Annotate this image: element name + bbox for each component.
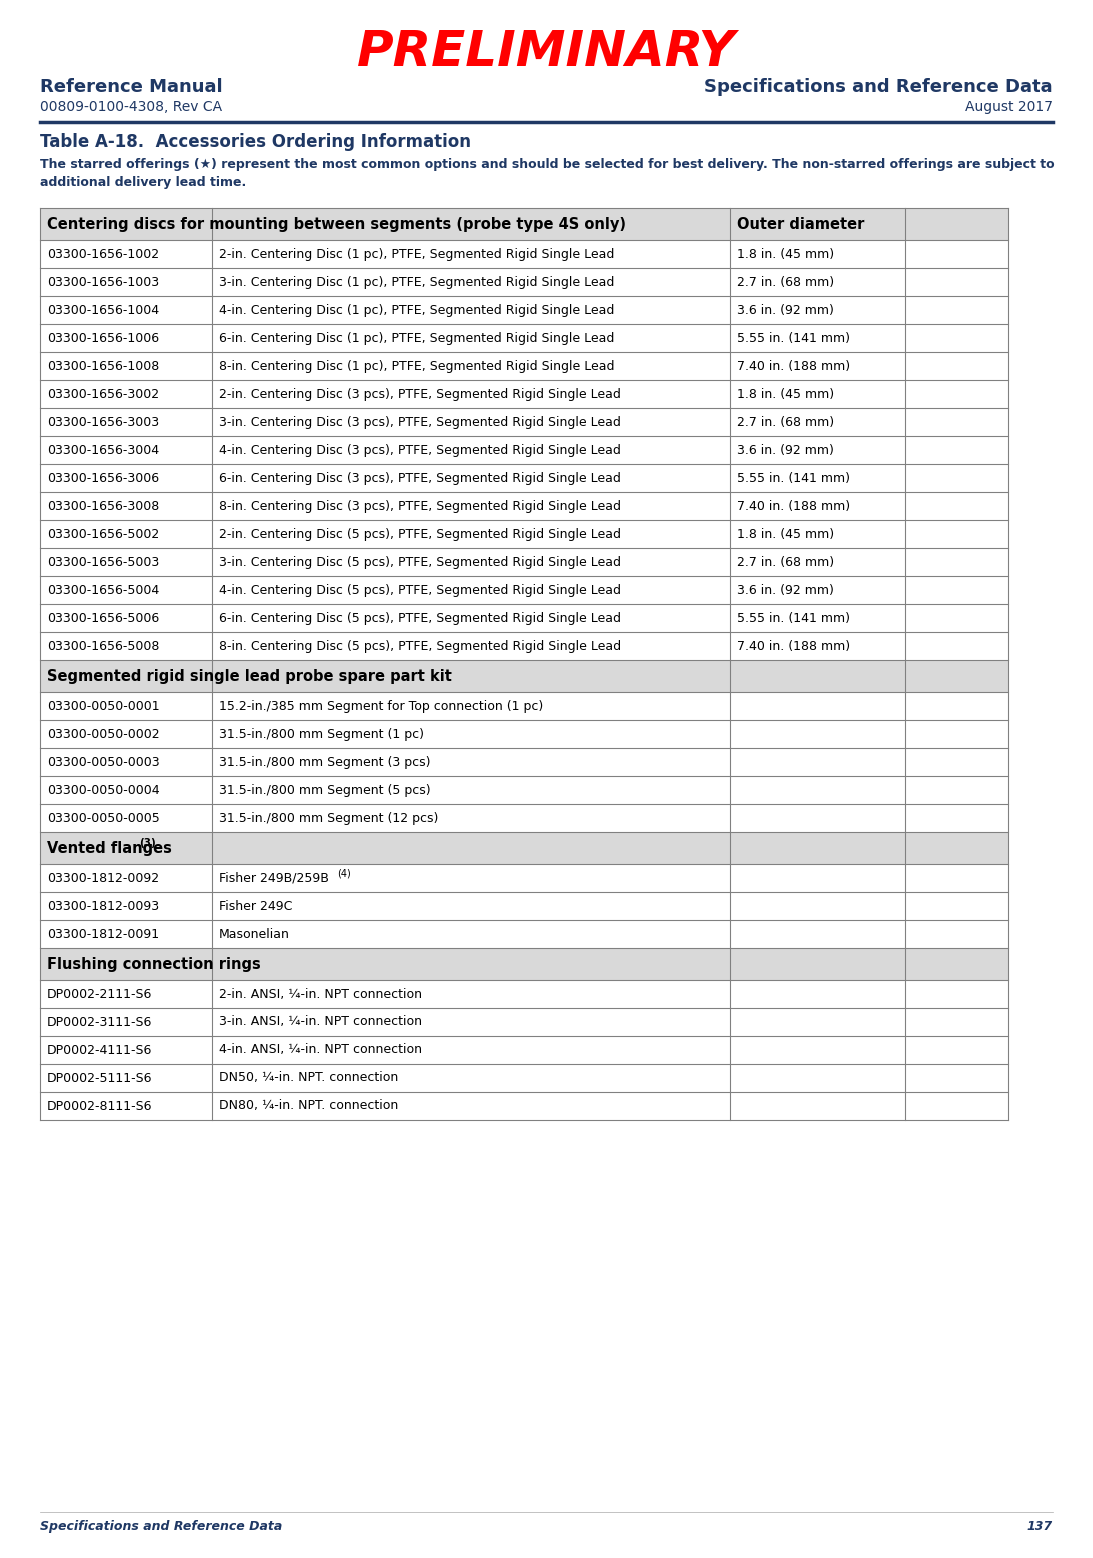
Text: Flushing connection rings: Flushing connection rings bbox=[47, 957, 261, 972]
Text: DN50, ¼-in. NPT. connection: DN50, ¼-in. NPT. connection bbox=[219, 1072, 398, 1084]
Text: August 2017: August 2017 bbox=[965, 100, 1053, 114]
Text: 3.6 in. (92 mm): 3.6 in. (92 mm) bbox=[737, 304, 834, 316]
Text: 03300-1656-3003: 03300-1656-3003 bbox=[47, 416, 160, 428]
Bar bbox=[40, 832, 1008, 865]
Bar bbox=[40, 947, 1008, 980]
Text: 8-in. Centering Disc (3 pcs), PTFE, Segmented Rigid Single Lead: 8-in. Centering Disc (3 pcs), PTFE, Segm… bbox=[219, 500, 621, 513]
Text: Outer diameter: Outer diameter bbox=[737, 217, 865, 232]
Text: 03300-1656-1003: 03300-1656-1003 bbox=[47, 276, 160, 288]
Text: 4-in. Centering Disc (1 pc), PTFE, Segmented Rigid Single Lead: 4-in. Centering Disc (1 pc), PTFE, Segme… bbox=[219, 304, 614, 316]
Text: 03300-0050-0004: 03300-0050-0004 bbox=[47, 784, 160, 796]
Text: The starred offerings (★) represent the most common options and should be select: The starred offerings (★) represent the … bbox=[40, 157, 1055, 189]
Text: 03300-0050-0001: 03300-0050-0001 bbox=[47, 700, 160, 712]
Text: 03300-1812-0092: 03300-1812-0092 bbox=[47, 871, 160, 885]
Text: DP0002-3111-S6: DP0002-3111-S6 bbox=[47, 1016, 152, 1028]
Text: 03300-1656-5003: 03300-1656-5003 bbox=[47, 556, 160, 569]
Text: 3-in. Centering Disc (1 pc), PTFE, Segmented Rigid Single Lead: 3-in. Centering Disc (1 pc), PTFE, Segme… bbox=[219, 276, 614, 288]
Text: Vented flanges: Vented flanges bbox=[47, 840, 172, 855]
Text: Table A-18.  Accessories Ordering Information: Table A-18. Accessories Ordering Informa… bbox=[40, 132, 471, 151]
Text: 03300-1656-5006: 03300-1656-5006 bbox=[47, 611, 160, 625]
Text: DP0002-4111-S6: DP0002-4111-S6 bbox=[47, 1044, 152, 1056]
Text: 3-in. Centering Disc (3 pcs), PTFE, Segmented Rigid Single Lead: 3-in. Centering Disc (3 pcs), PTFE, Segm… bbox=[219, 416, 621, 428]
Text: 00809-0100-4308, Rev CA: 00809-0100-4308, Rev CA bbox=[40, 100, 222, 114]
Text: 2.7 in. (68 mm): 2.7 in. (68 mm) bbox=[737, 556, 834, 569]
Text: 1.8 in. (45 mm): 1.8 in. (45 mm) bbox=[737, 248, 834, 260]
Text: Centering discs for mounting between segments (probe type 4S only): Centering discs for mounting between seg… bbox=[47, 217, 626, 232]
Text: 2-in. Centering Disc (1 pc), PTFE, Segmented Rigid Single Lead: 2-in. Centering Disc (1 pc), PTFE, Segme… bbox=[219, 248, 614, 260]
Bar bbox=[40, 209, 1008, 240]
Text: (4): (4) bbox=[337, 868, 351, 879]
Text: 8-in. Centering Disc (1 pc), PTFE, Segmented Rigid Single Lead: 8-in. Centering Disc (1 pc), PTFE, Segme… bbox=[219, 360, 614, 372]
Text: 5.55 in. (141 mm): 5.55 in. (141 mm) bbox=[737, 472, 850, 485]
Text: Reference Manual: Reference Manual bbox=[40, 78, 223, 97]
Text: 03300-1656-3006: 03300-1656-3006 bbox=[47, 472, 160, 485]
Text: 6-in. Centering Disc (5 pcs), PTFE, Segmented Rigid Single Lead: 6-in. Centering Disc (5 pcs), PTFE, Segm… bbox=[219, 611, 621, 625]
Text: Segmented rigid single lead probe spare part kit: Segmented rigid single lead probe spare … bbox=[47, 668, 451, 684]
Text: 2.7 in. (68 mm): 2.7 in. (68 mm) bbox=[737, 276, 834, 288]
Text: 03300-1656-3002: 03300-1656-3002 bbox=[47, 388, 160, 400]
Text: 4-in. Centering Disc (3 pcs), PTFE, Segmented Rigid Single Lead: 4-in. Centering Disc (3 pcs), PTFE, Segm… bbox=[219, 444, 621, 456]
Text: 8-in. Centering Disc (5 pcs), PTFE, Segmented Rigid Single Lead: 8-in. Centering Disc (5 pcs), PTFE, Segm… bbox=[219, 639, 621, 653]
Text: DP0002-8111-S6: DP0002-8111-S6 bbox=[47, 1100, 153, 1112]
Text: 6-in. Centering Disc (1 pc), PTFE, Segmented Rigid Single Lead: 6-in. Centering Disc (1 pc), PTFE, Segme… bbox=[219, 332, 614, 344]
Text: 03300-1656-5004: 03300-1656-5004 bbox=[47, 584, 160, 597]
Text: 31.5-in./800 mm Segment (12 pcs): 31.5-in./800 mm Segment (12 pcs) bbox=[219, 812, 438, 824]
Text: 03300-0050-0002: 03300-0050-0002 bbox=[47, 728, 160, 740]
Text: DP0002-5111-S6: DP0002-5111-S6 bbox=[47, 1072, 153, 1084]
Text: 7.40 in. (188 mm): 7.40 in. (188 mm) bbox=[737, 500, 850, 513]
Text: 3.6 in. (92 mm): 3.6 in. (92 mm) bbox=[737, 584, 834, 597]
Text: 137: 137 bbox=[1026, 1521, 1053, 1533]
Text: Fisher 249C: Fisher 249C bbox=[219, 899, 292, 913]
Text: 03300-1656-1004: 03300-1656-1004 bbox=[47, 304, 160, 316]
Text: DN80, ¼-in. NPT. connection: DN80, ¼-in. NPT. connection bbox=[219, 1100, 398, 1112]
Text: Masonelian: Masonelian bbox=[219, 927, 290, 941]
Bar bbox=[40, 661, 1008, 692]
Text: 1.8 in. (45 mm): 1.8 in. (45 mm) bbox=[737, 528, 834, 541]
Text: Specifications and Reference Data: Specifications and Reference Data bbox=[40, 1521, 282, 1533]
Text: 4-in. ANSI, ¼-in. NPT connection: 4-in. ANSI, ¼-in. NPT connection bbox=[219, 1044, 422, 1056]
Text: 7.40 in. (188 mm): 7.40 in. (188 mm) bbox=[737, 639, 850, 653]
Text: 03300-1656-3004: 03300-1656-3004 bbox=[47, 444, 160, 456]
Text: 6-in. Centering Disc (3 pcs), PTFE, Segmented Rigid Single Lead: 6-in. Centering Disc (3 pcs), PTFE, Segm… bbox=[219, 472, 621, 485]
Text: (3): (3) bbox=[139, 838, 155, 848]
Text: 4-in. Centering Disc (5 pcs), PTFE, Segmented Rigid Single Lead: 4-in. Centering Disc (5 pcs), PTFE, Segm… bbox=[219, 584, 621, 597]
Text: PRELIMINARY: PRELIMINARY bbox=[357, 28, 736, 76]
Text: 5.55 in. (141 mm): 5.55 in. (141 mm) bbox=[737, 611, 850, 625]
Text: 03300-1812-0091: 03300-1812-0091 bbox=[47, 927, 160, 941]
Text: Fisher 249B/259B: Fisher 249B/259B bbox=[219, 871, 329, 885]
Text: 03300-0050-0005: 03300-0050-0005 bbox=[47, 812, 160, 824]
Text: 3.6 in. (92 mm): 3.6 in. (92 mm) bbox=[737, 444, 834, 456]
Text: 2-in. Centering Disc (5 pcs), PTFE, Segmented Rigid Single Lead: 2-in. Centering Disc (5 pcs), PTFE, Segm… bbox=[219, 528, 621, 541]
Text: 03300-1656-3008: 03300-1656-3008 bbox=[47, 500, 160, 513]
Text: 2-in. Centering Disc (3 pcs), PTFE, Segmented Rigid Single Lead: 2-in. Centering Disc (3 pcs), PTFE, Segm… bbox=[219, 388, 621, 400]
Text: 31.5-in./800 mm Segment (3 pcs): 31.5-in./800 mm Segment (3 pcs) bbox=[219, 756, 431, 768]
Text: 15.2-in./385 mm Segment for Top connection (1 pc): 15.2-in./385 mm Segment for Top connecti… bbox=[219, 700, 543, 712]
Text: 31.5-in./800 mm Segment (5 pcs): 31.5-in./800 mm Segment (5 pcs) bbox=[219, 784, 431, 796]
Text: DP0002-2111-S6: DP0002-2111-S6 bbox=[47, 988, 152, 1000]
Text: 03300-1812-0093: 03300-1812-0093 bbox=[47, 899, 160, 913]
Text: 03300-1656-1006: 03300-1656-1006 bbox=[47, 332, 160, 344]
Text: 2.7 in. (68 mm): 2.7 in. (68 mm) bbox=[737, 416, 834, 428]
Text: 1.8 in. (45 mm): 1.8 in. (45 mm) bbox=[737, 388, 834, 400]
Text: 03300-1656-5008: 03300-1656-5008 bbox=[47, 639, 160, 653]
Text: 03300-0050-0003: 03300-0050-0003 bbox=[47, 756, 160, 768]
Text: 2-in. ANSI, ¼-in. NPT connection: 2-in. ANSI, ¼-in. NPT connection bbox=[219, 988, 422, 1000]
Text: 03300-1656-1008: 03300-1656-1008 bbox=[47, 360, 160, 372]
Text: 31.5-in./800 mm Segment (1 pc): 31.5-in./800 mm Segment (1 pc) bbox=[219, 728, 424, 740]
Text: 03300-1656-1002: 03300-1656-1002 bbox=[47, 248, 160, 260]
Text: 03300-1656-5002: 03300-1656-5002 bbox=[47, 528, 160, 541]
Text: 3-in. ANSI, ¼-in. NPT connection: 3-in. ANSI, ¼-in. NPT connection bbox=[219, 1016, 422, 1028]
Text: 3-in. Centering Disc (5 pcs), PTFE, Segmented Rigid Single Lead: 3-in. Centering Disc (5 pcs), PTFE, Segm… bbox=[219, 556, 621, 569]
Text: Specifications and Reference Data: Specifications and Reference Data bbox=[704, 78, 1053, 97]
Text: 7.40 in. (188 mm): 7.40 in. (188 mm) bbox=[737, 360, 850, 372]
Text: 5.55 in. (141 mm): 5.55 in. (141 mm) bbox=[737, 332, 850, 344]
